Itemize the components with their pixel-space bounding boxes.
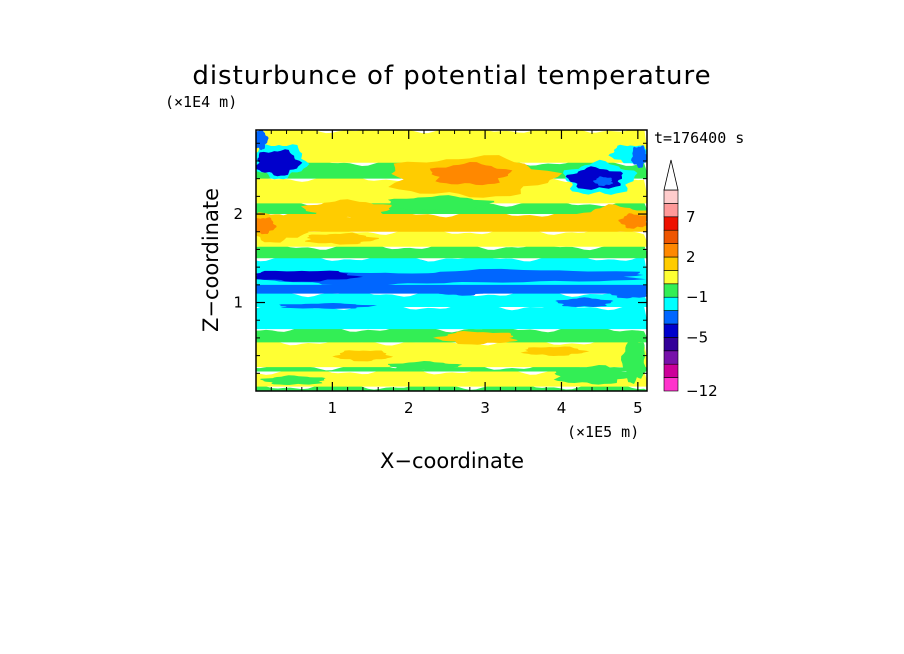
contour-region	[300, 199, 392, 219]
contour-region	[388, 361, 463, 371]
contour-region	[437, 288, 489, 296]
y-tick-label: 1	[233, 294, 243, 312]
x-axis-ticks: 1 2 3 4 5	[270, 130, 643, 417]
colorbar-swatch	[663, 310, 679, 325]
colorbar-swatch	[663, 323, 679, 338]
colorbar-swatch	[663, 229, 679, 244]
plot-frame	[255, 129, 648, 392]
contour-region	[304, 232, 380, 245]
y-tick-label: 2	[233, 205, 243, 223]
colorbar-swatch	[663, 189, 679, 204]
contour-band	[256, 130, 647, 163]
colorbar-swatch	[663, 350, 679, 365]
y-axis-ticks: 12	[233, 142, 647, 374]
colorbar-swatch	[663, 270, 679, 285]
y-unit-label: (×1E4 m)	[165, 93, 237, 111]
colorbar-swatch	[663, 216, 679, 231]
chart-title: disturbunce of potential temperature	[192, 61, 711, 91]
contour-band	[256, 303, 647, 330]
contour-region	[332, 350, 394, 362]
contour-field	[256, 130, 647, 391]
colorbar-swatch	[663, 337, 679, 352]
contour-band	[256, 368, 647, 387]
x-tick-label: 4	[557, 399, 567, 417]
contour-band	[256, 339, 647, 368]
contour-band	[256, 243, 647, 259]
colorbar-label: 2	[686, 248, 696, 266]
contour-band	[256, 290, 647, 307]
colorbar-swatch	[663, 256, 679, 271]
colorbar-swatch	[663, 377, 679, 392]
contour-region	[429, 162, 513, 186]
contour-region	[433, 331, 518, 345]
colorbar-swatch	[663, 363, 679, 378]
contour-region	[278, 303, 377, 309]
contour-region	[553, 365, 637, 385]
x-axis-label: X−coordinate	[380, 449, 524, 473]
contour-region	[621, 335, 646, 384]
contour-region	[592, 176, 613, 187]
colorbar-label: −1	[686, 288, 708, 306]
contour-region	[631, 145, 647, 168]
colorbar-extend-arrow	[663, 159, 679, 191]
colorbar-swatch	[663, 243, 679, 258]
contour-region	[387, 195, 495, 211]
x-tick-label: 3	[480, 399, 490, 417]
y-axis-label: Z−coordinate	[199, 188, 223, 332]
x-tick-label: 2	[404, 399, 414, 417]
colorbar-label: −12	[686, 382, 718, 400]
colorbar-swatch	[663, 203, 679, 218]
contour-band	[256, 210, 647, 232]
contour-region	[256, 149, 303, 177]
time-label: t=176400 s	[654, 129, 744, 147]
contour-region	[520, 346, 590, 356]
colorbar-label: 7	[686, 208, 696, 226]
x-tick-label: 5	[633, 399, 643, 417]
contour-region	[260, 375, 326, 385]
contour-region	[256, 130, 269, 151]
colorbar: 7 2 −1 −5 −12	[663, 159, 718, 400]
x-unit-label: (×1E5 m)	[567, 423, 639, 441]
colorbar-swatch	[663, 283, 679, 298]
colorbar-swatch	[663, 296, 679, 311]
colorbar-label: −5	[686, 328, 708, 346]
x-tick-label: 1	[328, 399, 338, 417]
contour-region	[256, 270, 363, 282]
contour-region	[618, 213, 647, 229]
contour-region	[555, 297, 614, 307]
contour-region	[608, 288, 647, 299]
contour-region	[256, 217, 277, 235]
